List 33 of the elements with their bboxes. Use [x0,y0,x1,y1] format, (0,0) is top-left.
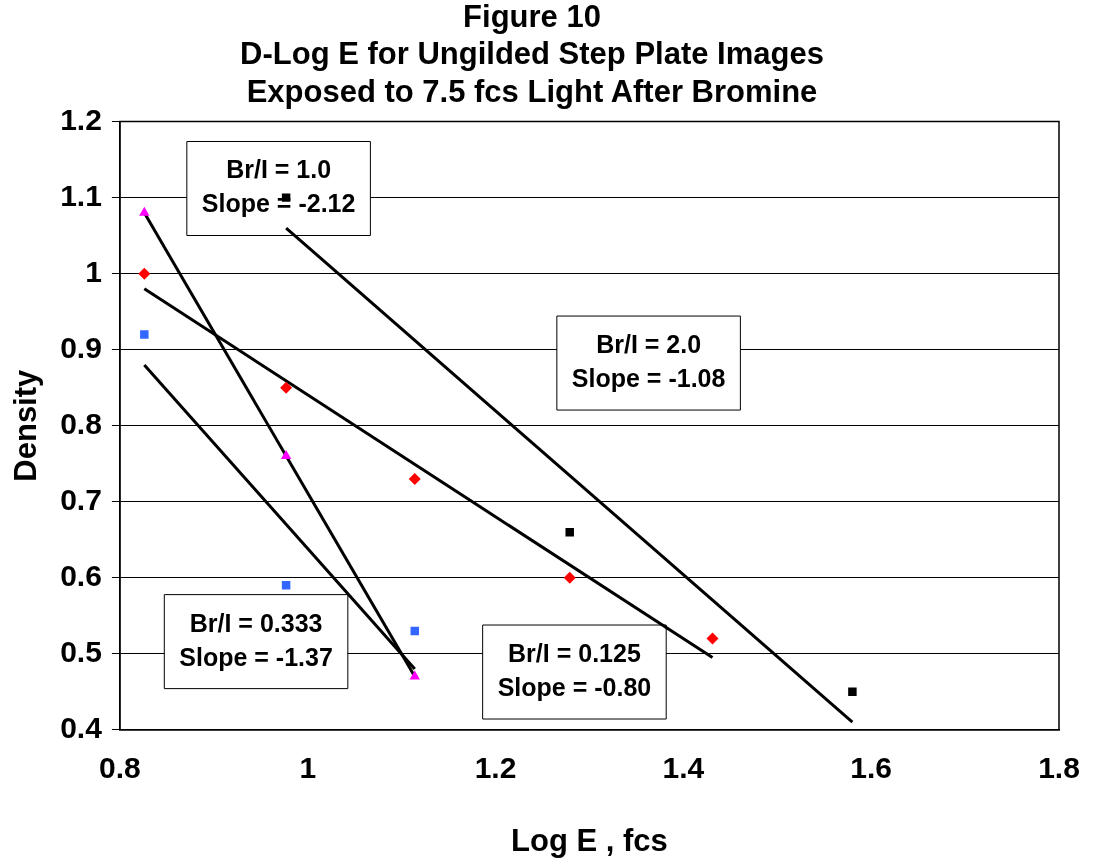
chart-title: Figure 10 D-Log E for Ungilded Step Plate Images Exposed to 7.5 fcs Light After Bromine [240,0,824,109]
y-axis-title: Density [8,368,44,482]
x-axis-title: Log E , fcs [511,822,668,858]
point [138,267,151,280]
x-tick-label: 0.8 [99,751,141,785]
y-tick-label: 0.9 [60,330,102,364]
point [281,581,291,590]
y-tick-label: 0.4 [60,711,103,745]
point [280,381,293,394]
point [565,527,574,537]
point [408,472,421,485]
x-tick-label: 1.6 [850,751,893,785]
annotation: Br/I = 0.125 Slope = -0.80 [497,638,652,701]
x-tick-label: 1.8 [1038,751,1080,785]
y-tick-label: 0.7 [60,482,102,516]
y-tick-label: 1 [85,254,102,288]
y-tick-label: 0.5 [60,635,102,669]
y-tick-label: 0.8 [60,406,102,440]
annotation: Br/I = 2.0 Slope = -1.08 [571,329,726,392]
point [848,687,857,697]
annotation: Br/I = 0.333 Slope = -1.37 [179,608,333,671]
y-tick-label: 0.6 [60,559,102,593]
x-tick-label: 1.4 [662,751,705,785]
point [563,571,576,584]
point [140,330,149,339]
point [409,670,420,680]
y-tick-label: 1.1 [60,178,102,212]
x-tick-label: 1 [299,751,317,785]
y-tick-label: 1.2 [60,102,102,136]
point [280,450,292,460]
x-tick-label: 1.2 [474,751,517,785]
point [706,632,719,645]
point [139,206,150,216]
